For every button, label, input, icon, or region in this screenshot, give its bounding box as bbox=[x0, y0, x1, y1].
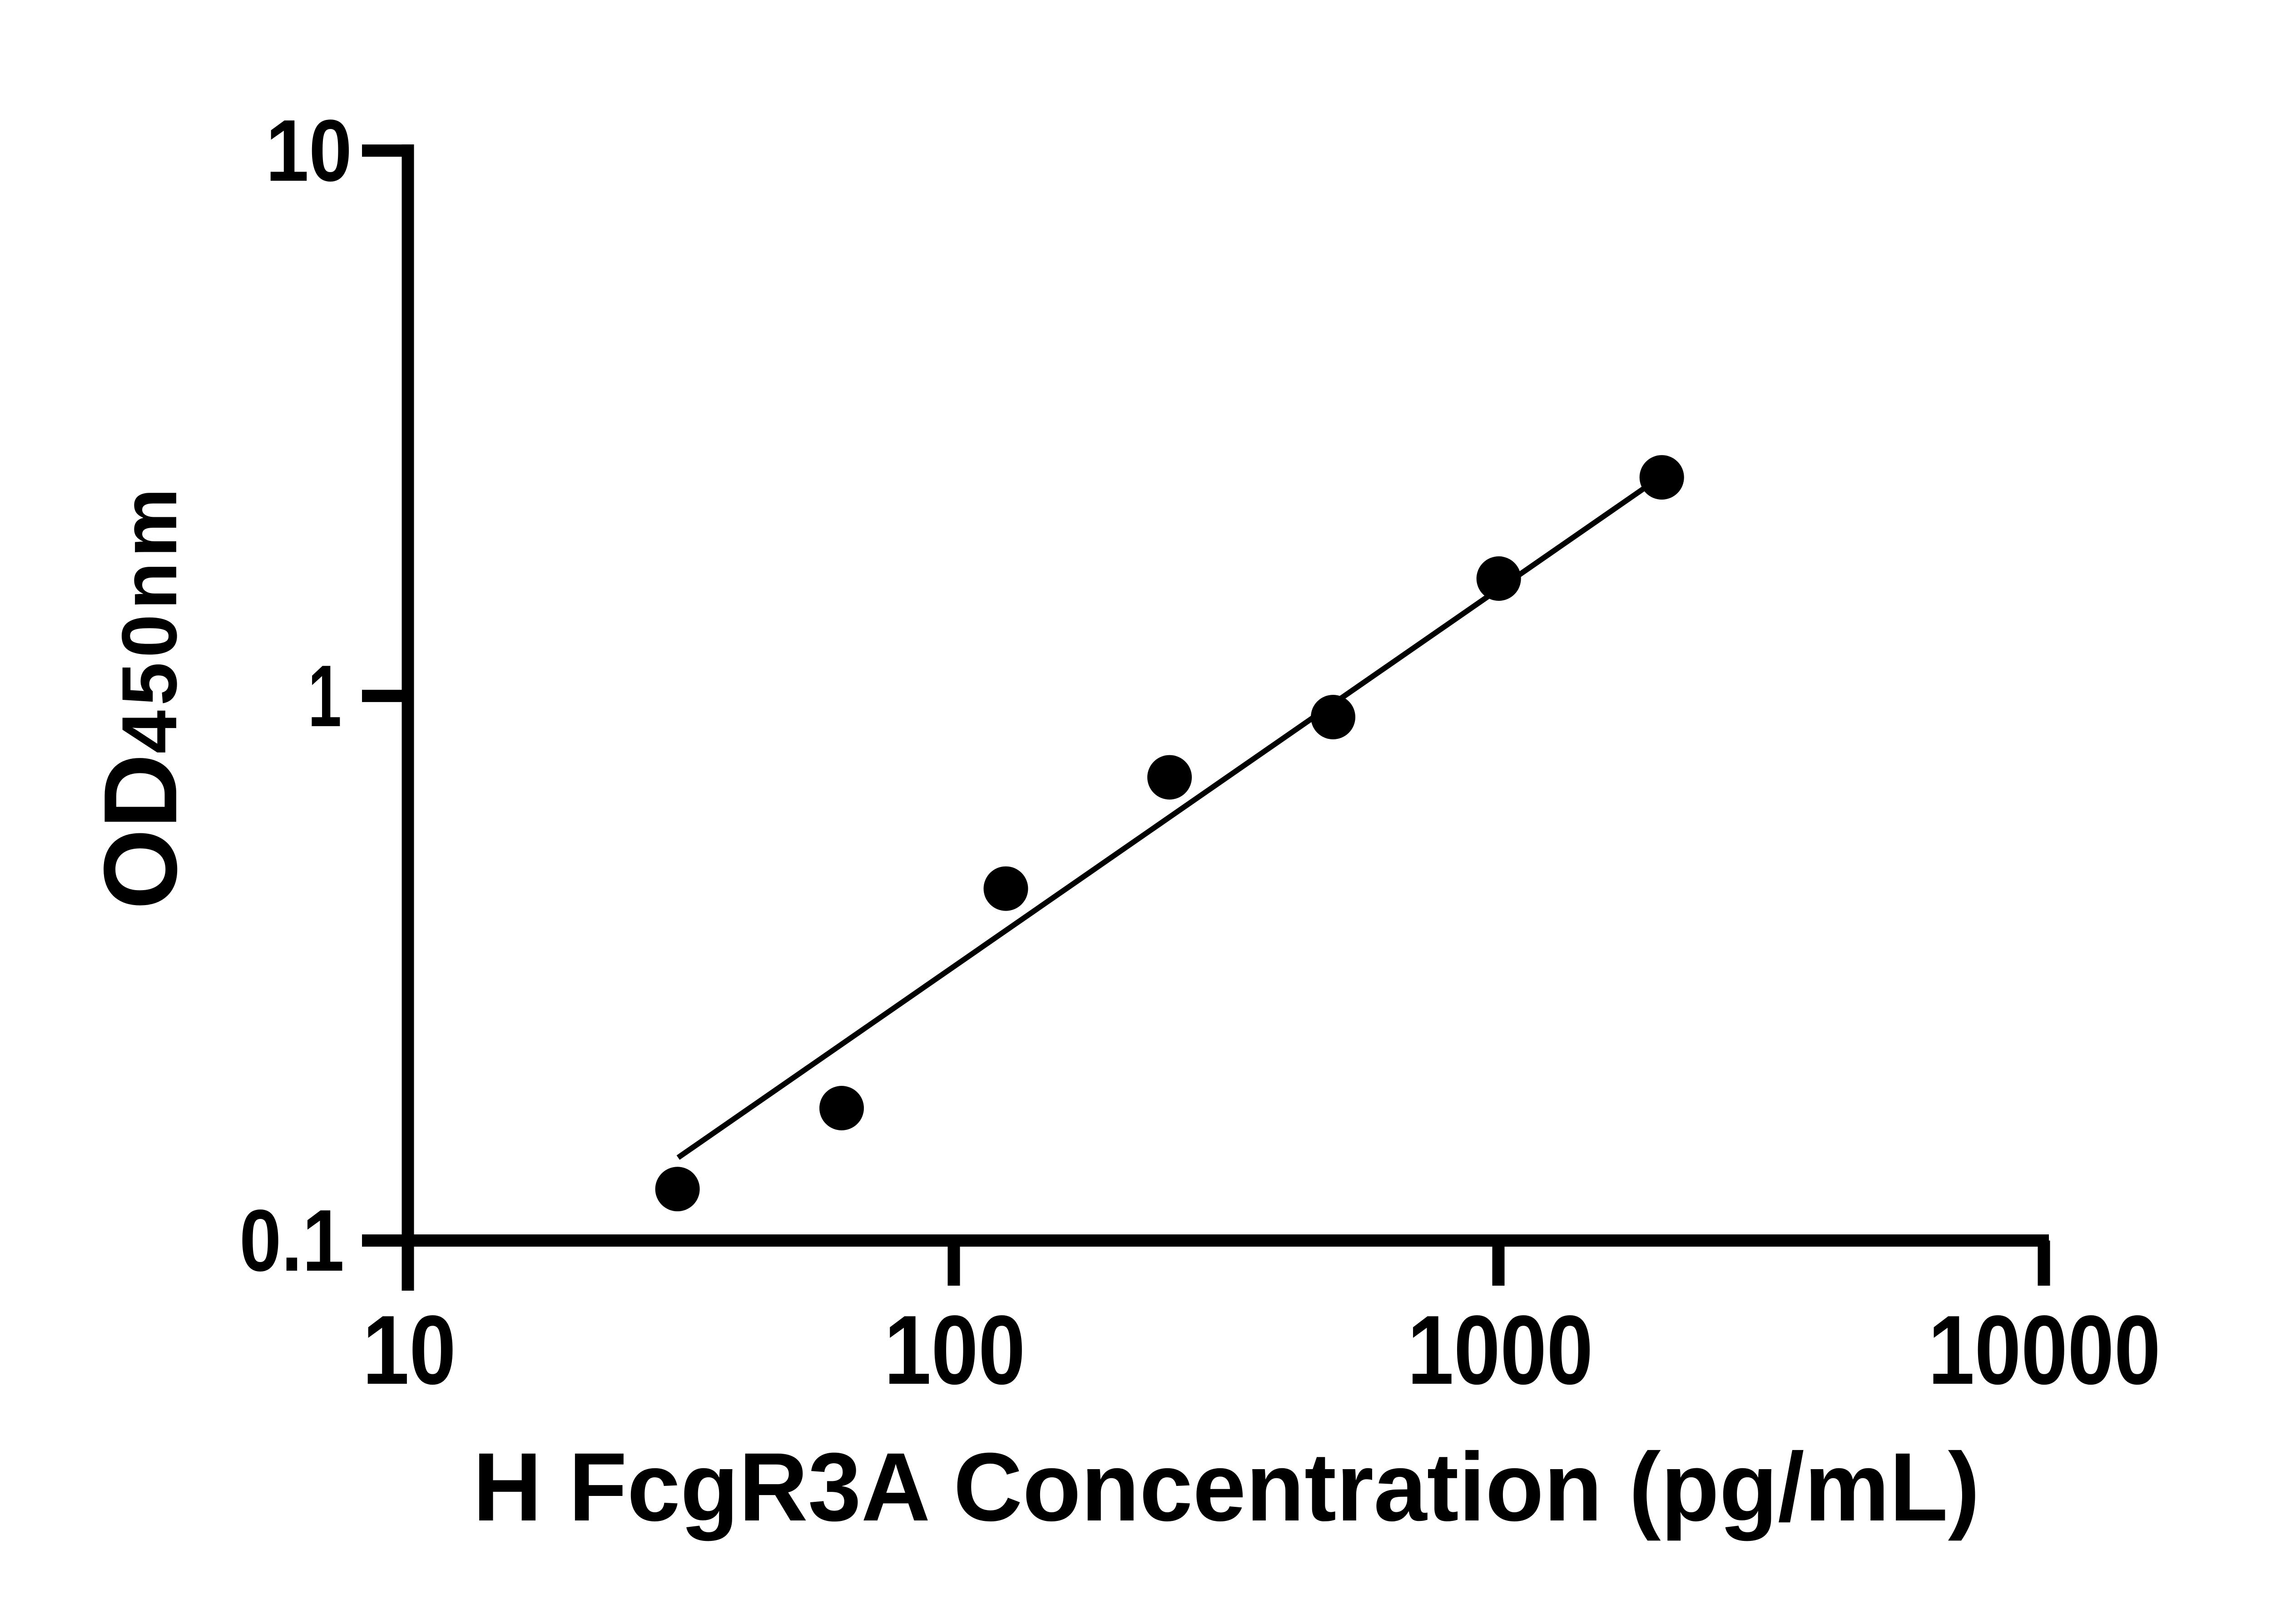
svg-text:10: 10 bbox=[362, 1295, 456, 1405]
svg-text:10000: 10000 bbox=[1928, 1295, 2161, 1405]
svg-text:H FcgR3A Concentration (pg/mL): H FcgR3A Concentration (pg/mL) bbox=[473, 1433, 1980, 1541]
svg-text:1000: 1000 bbox=[1408, 1295, 1593, 1405]
svg-text:100: 100 bbox=[884, 1295, 1026, 1405]
svg-text:10: 10 bbox=[266, 101, 352, 199]
svg-text:1: 1 bbox=[308, 647, 342, 745]
svg-text:OD450nm: OD450nm bbox=[82, 484, 198, 910]
svg-text:0.1: 0.1 bbox=[239, 1191, 344, 1289]
